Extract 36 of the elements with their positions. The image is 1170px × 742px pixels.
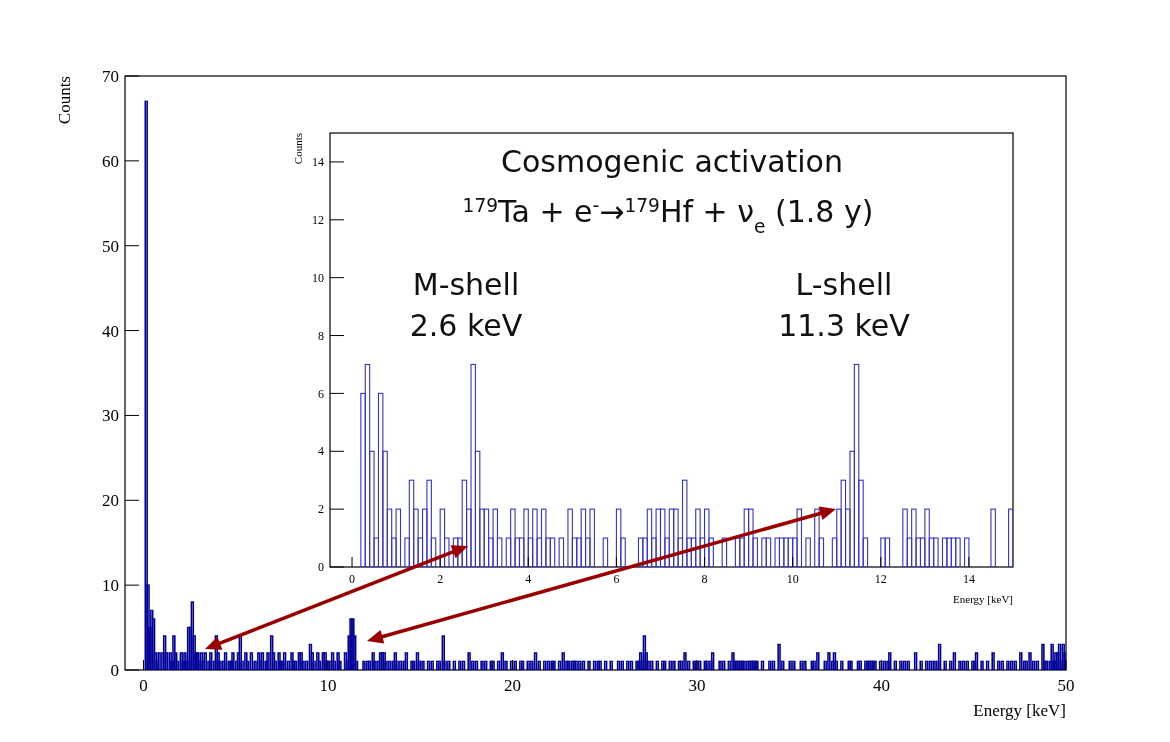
x-axis-title: Energy [keV] [953, 593, 1013, 605]
x-tick-label: 10 [786, 572, 799, 586]
x-tick-label: 8 [701, 572, 708, 586]
y-tick-label: 4 [318, 444, 324, 459]
y-tick-label: 0 [318, 560, 324, 575]
y-tick-label: 50 [102, 236, 119, 256]
y-axis-title: Counts [55, 76, 74, 125]
annotation: Cosmogenic activation [501, 144, 843, 179]
annotation: L-shell 11.3 keV [778, 267, 911, 343]
x-tick-label: 6 [613, 572, 620, 586]
x-tick-label: 50 [1057, 676, 1075, 695]
x-tick-label: 30 [688, 676, 706, 695]
annotation: $^{179}$Ta + e$^{-}$→$^{179}$Hf + ν$_{e}$ (1.8 y) [462, 194, 874, 237]
x-tick-label: 0 [349, 572, 356, 586]
y-tick-label: 60 [102, 151, 119, 171]
y-tick-label: 30 [102, 406, 119, 426]
x-tick-label: 14 [962, 572, 975, 586]
x-tick-label: 0 [139, 676, 148, 695]
x-tick-label: 40 [872, 676, 890, 695]
x-tick-label: 12 [874, 572, 887, 586]
x-axis-title: Energy [keV] [973, 701, 1066, 720]
y-tick-label: 2 [318, 502, 324, 517]
x-tick-label: 20 [503, 676, 521, 695]
y-tick-label: 12 [312, 213, 324, 227]
y-tick-label: 6 [318, 386, 324, 401]
annotation: M-shell 2.6 keV [409, 267, 523, 343]
y-axis-title: Counts [292, 133, 304, 165]
y-tick-label: 20 [102, 491, 119, 511]
y-tick-label: 70 [102, 66, 119, 86]
y-tick-label: 0 [110, 660, 119, 680]
y-tick-label: 14 [312, 155, 324, 170]
y-tick-label: 40 [102, 321, 119, 341]
y-tick-label: 10 [312, 270, 324, 285]
y-tick-label: 8 [318, 328, 324, 343]
x-tick-label: 4 [525, 572, 532, 586]
x-tick-label: 2 [437, 572, 444, 586]
